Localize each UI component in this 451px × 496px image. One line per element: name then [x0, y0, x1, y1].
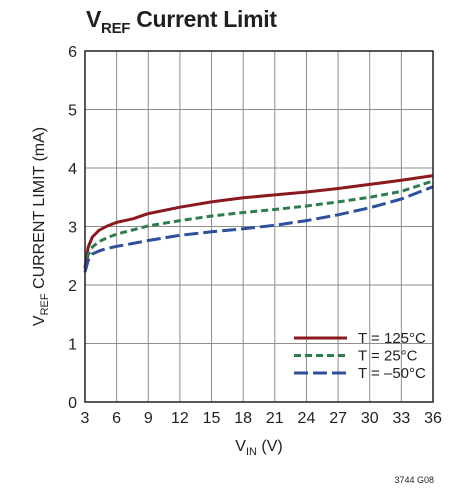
y-tick-label: 1 [68, 337, 77, 354]
x-tick-label: 30 [361, 410, 379, 427]
figure-id: 3744 G08 [394, 475, 434, 485]
series-layer [83, 174, 434, 273]
y-tick-label: 6 [68, 44, 77, 61]
x-tick-label: 6 [112, 410, 121, 427]
legend-label: T = –50°C [358, 365, 426, 382]
grid-lines [85, 51, 433, 402]
y-tick-label: 3 [68, 220, 77, 237]
x-tick-label: 33 [392, 410, 410, 427]
x-tick-label: 15 [203, 410, 221, 427]
y-tick-label: 0 [68, 395, 77, 412]
x-tick-label: 27 [329, 410, 347, 427]
x-tick-label: 18 [234, 410, 252, 427]
plot-frame [84, 50, 434, 403]
legend: T = 125°CT = 25°CT = –50°C [294, 330, 426, 382]
x-tick-label: 36 [424, 410, 442, 427]
x-tick-label: 3 [81, 410, 90, 427]
chart-title: VREF Current Limit [86, 6, 277, 37]
x-axis-label: VIN (V) [235, 438, 282, 458]
legend-label: T = 25°C [358, 348, 418, 365]
y-tick-label: 4 [68, 161, 77, 178]
legend-label: T = 125°C [358, 330, 426, 347]
y-axis-label: VREF CURRENT LIMIT (mA) [31, 127, 51, 326]
y-tick-label: 2 [68, 278, 77, 295]
series-line [83, 185, 434, 273]
x-tick-label: 21 [266, 410, 284, 427]
series-line [83, 174, 434, 268]
x-tick-label: 24 [298, 410, 316, 427]
x-tick-label: 9 [144, 410, 153, 427]
series-line [83, 179, 434, 270]
y-tick-label: 5 [68, 103, 77, 120]
x-tick-label: 12 [171, 410, 189, 427]
